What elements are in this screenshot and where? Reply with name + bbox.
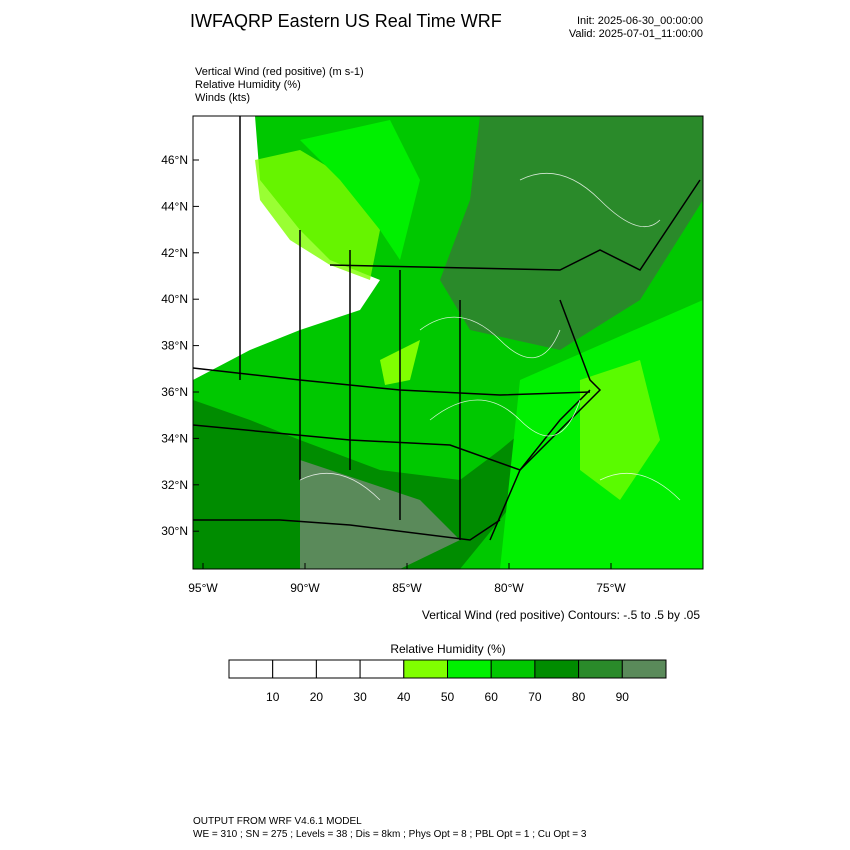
colorbar-box (490, 659, 536, 679)
colorbar-box (447, 659, 492, 679)
lat-label: 46°N (161, 153, 188, 167)
colorbar-box (578, 659, 623, 679)
lon-label: 75°W (596, 581, 626, 595)
colorbar-label: 80 (572, 690, 586, 704)
colorbar-box (534, 659, 580, 679)
colorbar-label: 10 (266, 690, 280, 704)
map (192, 115, 704, 570)
valid-time: Valid: 2025-07-01_11:00:00 (569, 28, 703, 40)
lat-label: 34°N (161, 431, 188, 445)
colorbar-label: 30 (353, 690, 367, 704)
lat-label: 40°N (161, 292, 188, 306)
field-label: Winds (kts) (195, 92, 250, 104)
lon-label: 80°W (494, 581, 524, 595)
colorbar-label: 60 (485, 690, 499, 704)
colorbar-title: Relative Humidity (%) (390, 642, 505, 656)
colorbar-box (621, 659, 667, 679)
field-label: Relative Humidity (%) (195, 79, 301, 91)
colorbar-label: 90 (616, 690, 630, 704)
lon-label: 95°W (188, 581, 218, 595)
footer-line: OUTPUT FROM WRF V4.6.1 MODEL (193, 816, 362, 827)
colorbar-box (228, 659, 274, 679)
lat-label: 38°N (161, 339, 188, 353)
title: IWFAQRP Eastern US Real Time WRF (190, 11, 502, 31)
contour-note: Vertical Wind (red positive) Contours: -… (422, 608, 700, 622)
lat-label: 42°N (161, 246, 188, 260)
lat-label: 36°N (161, 385, 188, 399)
colorbar-box (359, 659, 405, 679)
footer-line: WE = 310 ; SN = 275 ; Levels = 38 ; Dis … (193, 829, 587, 840)
field-label: Vertical Wind (red positive) (m s-1) (195, 66, 364, 78)
colorbar-label: 70 (528, 690, 542, 704)
lat-label: 32°N (161, 478, 188, 492)
colorbar-box (272, 659, 317, 679)
colorbar-label: 40 (397, 690, 411, 704)
lat-label: 44°N (161, 199, 188, 213)
colorbar-box (403, 659, 448, 679)
colorbar-label: 20 (310, 690, 324, 704)
init-time: Init: 2025-06-30_00:00:00 (577, 15, 703, 27)
lon-label: 90°W (290, 581, 320, 595)
colorbar-label: 50 (441, 690, 455, 704)
lat-label: 30°N (161, 524, 188, 538)
colorbar-box (315, 659, 361, 679)
lon-label: 85°W (392, 581, 422, 595)
